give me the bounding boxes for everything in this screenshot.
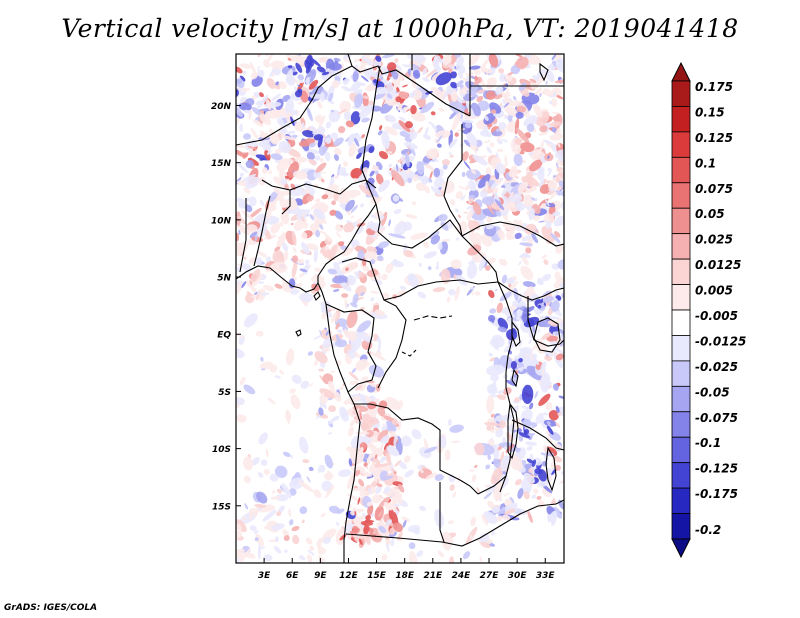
drc-river-2 [401, 349, 417, 357]
colorbar-swatch-2 [671, 131, 691, 158]
border-angola-north [354, 403, 479, 495]
border-car [377, 219, 499, 283]
x-tick-label-1: 6E [286, 571, 299, 581]
x-tick-label-2: 9E [314, 571, 327, 581]
colorbar-swatch-15 [671, 462, 691, 489]
colorbar-swatch-4 [671, 182, 691, 209]
country-borders [236, 54, 564, 563]
colorbar-label-17: -0.2 [695, 523, 721, 537]
lake-albert [511, 320, 521, 347]
colorbar-swatch-1 [671, 106, 691, 133]
colorbar-label-0: 0.175 [695, 80, 733, 94]
colorbar-label-4: 0.075 [695, 182, 733, 196]
x-tick-label-3: 12E [339, 571, 359, 581]
border-east-africa [497, 281, 564, 301]
colorbar-label-7: 0.0125 [695, 258, 741, 272]
lake-victoria [533, 317, 561, 353]
border-zambia [439, 475, 507, 543]
colorbar-label-5: 0.05 [695, 207, 725, 221]
colorbar: 0.175 0.15 0.125 0.1 0.075 0.05 0.025 0.0125 0.0… [671, 61, 746, 559]
colorbar-swatch-11 [671, 360, 691, 387]
lake-kivu [511, 368, 519, 388]
border-nigeria-cameroon [317, 203, 377, 283]
border-tanzania [511, 419, 564, 451]
plot-area [236, 54, 564, 563]
x-tick-label-4: 15E [367, 571, 387, 581]
border-angola-south [345, 499, 564, 547]
border-north-2 [347, 54, 471, 116]
colorbar-label-13: -0.075 [695, 411, 738, 425]
colorbar-label-2: 0.125 [695, 131, 733, 145]
colorbar-label-10: -0.0125 [695, 334, 746, 348]
y-tick-label-2: 10N [211, 216, 232, 226]
colorbar-swatch-13 [671, 411, 691, 438]
y-tick-label-7: 15S [212, 502, 231, 512]
lake-malawi [545, 446, 557, 492]
x-tick-label-9: 30E [508, 571, 528, 581]
border-car-south [341, 257, 499, 301]
colorbar-top-arrow [671, 61, 691, 82]
border-uganda [527, 296, 564, 347]
colorbar-swatch-7 [671, 258, 691, 285]
border-drc-east [497, 281, 515, 493]
colorbar-label-3: 0.1 [695, 156, 716, 170]
y-tick-label-6: 10S [212, 445, 231, 455]
colorbar-label-14: -0.1 [695, 436, 721, 450]
y-tick-label-1: 15N [211, 159, 232, 169]
colorbar-label-11: -0.025 [695, 360, 738, 374]
red-sea-coast [539, 62, 549, 82]
colorbar-label-8: 0.005 [695, 284, 733, 298]
y-tick-label-3: 5N [217, 274, 231, 284]
island-bioko [313, 291, 321, 301]
colorbar-label-9: -0.005 [695, 309, 738, 323]
border-nigeria-niger [261, 179, 377, 195]
colorbar-swatch-5 [671, 207, 691, 235]
x-tick-label-0: 3E [258, 571, 271, 581]
x-axis: 3E 6E 9E 12E 15E 18E 21E 24E 27E 30E 33E [258, 558, 556, 581]
x-tick-label-7: 24E [452, 571, 472, 581]
colorbar-swatch-9 [671, 309, 691, 336]
colorbar-label-15: -0.125 [695, 462, 738, 476]
border-chad-sudan [443, 124, 463, 237]
island-sao-tome [295, 329, 302, 337]
border-sudan-south [461, 221, 564, 247]
lake-tanganyika [507, 402, 519, 460]
velocity-shading [236, 54, 564, 563]
colorbar-bottom-arrow [671, 538, 691, 559]
grads-credit: GrADS: IGES/COLA [4, 603, 98, 613]
colorbar-swatch-10 [671, 335, 691, 362]
x-tick-label-6: 21E [423, 571, 443, 581]
map-title: Vertical velocity [m/s] at 1000hPa, VT: … [61, 14, 739, 43]
border-chad-west [361, 65, 381, 233]
x-tick-label-10: 33E [536, 571, 556, 581]
x-tick-label-8: 27E [480, 571, 500, 581]
border-gabon [325, 303, 377, 393]
colorbar-swatch-0 [671, 80, 691, 107]
colorbar-label-16: -0.175 [695, 487, 738, 501]
colorbar-swatch-14 [671, 436, 691, 464]
y-axis: 20N 15N 10N 5N EQ 5S 10S 15S [211, 102, 241, 512]
y-tick-label-4: EQ [217, 331, 231, 341]
border-congo [377, 299, 407, 389]
colorbar-swatch-3 [671, 156, 691, 184]
plot-frame [235, 53, 565, 564]
border-west-countries [239, 190, 291, 273]
drc-river-1 [413, 315, 453, 321]
colorbar-label-1: 0.15 [695, 105, 725, 119]
colorbar-swatch-12 [671, 385, 691, 413]
colorbar-swatch-8 [671, 284, 691, 311]
colorbar-label-12: -0.05 [695, 385, 730, 399]
x-tick-label-5: 18E [395, 571, 415, 581]
y-tick-label-5: 5S [218, 388, 231, 398]
colorbar-swatch-6 [671, 233, 691, 260]
y-tick-label-0: 20N [211, 102, 232, 112]
colorbar-label-6: 0.025 [695, 233, 733, 247]
colorbar-swatch-16 [671, 487, 691, 514]
coastline-west-africa [236, 265, 319, 293]
colorbar-swatch-17 [671, 513, 691, 540]
